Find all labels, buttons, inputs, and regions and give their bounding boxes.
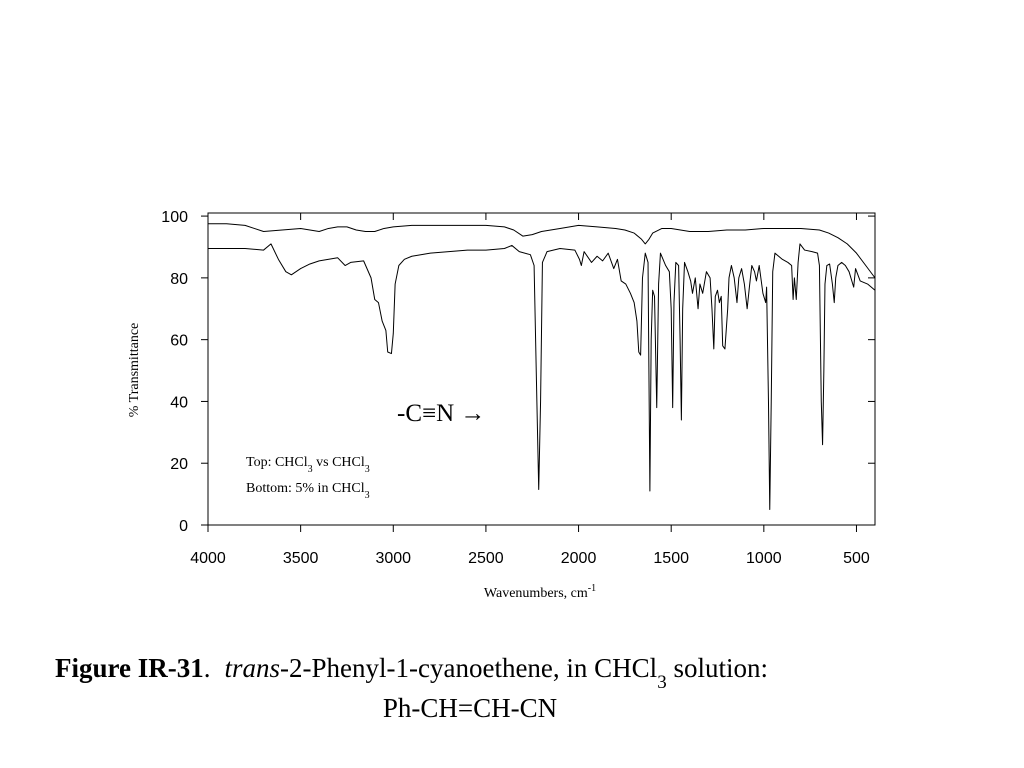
note-text: Bottom: 5% in CHCl [246, 481, 365, 496]
caption-sub: 3 [657, 672, 667, 693]
x-tick-label: 1500 [653, 550, 689, 567]
y-tick-label: 0 [179, 518, 188, 535]
y-tick-label: 80 [170, 271, 188, 288]
caption: Figure IR-31. trans-2-Phenyl-1-cyanoethen… [55, 653, 768, 693]
y-tick-label: 20 [170, 456, 188, 473]
caption-text: -2-Phenyl-1-cyanoethene, in CHCl [280, 653, 657, 683]
x-tick-label: 500 [843, 550, 870, 567]
x-axis-label-sup: -1 [588, 583, 596, 594]
y-tick-label: 60 [170, 333, 188, 350]
plot-frame [207, 212, 876, 526]
caption-text: . [204, 653, 211, 683]
x-tick-label: 3000 [375, 550, 411, 567]
x-tick-label: 3500 [283, 550, 319, 567]
x-axis-label: Wavenumbers, cm-1 [484, 583, 596, 601]
x-tick-label: 2500 [468, 550, 504, 567]
x-tick-label: 4000 [190, 550, 226, 567]
spectrum-line [208, 243, 876, 511]
note-text: Top: CHCl [246, 455, 308, 470]
x-tick-label: 1000 [746, 550, 782, 567]
note-sub: 3 [365, 464, 370, 475]
y-tick-label: 100 [161, 209, 188, 226]
caption-italic: trans [225, 653, 281, 683]
note: Top: CHCl3 vs CHCl3 [246, 455, 370, 475]
note-text: vs CHCl [313, 455, 365, 470]
caption-text: solution: [667, 653, 768, 683]
x-tick-label: 2000 [561, 550, 597, 567]
y-axis-label: % Transmittance [127, 323, 142, 418]
spectrum-line [208, 223, 876, 279]
y-tick-label: 40 [170, 394, 188, 411]
caption-label: Figure IR-31 [55, 653, 204, 683]
caption-line-2: Ph-CH=CH-CN [383, 693, 557, 723]
x-axis-label-text: Wavenumbers, cm [484, 586, 588, 601]
note-sub: 3 [365, 490, 370, 501]
annotation: -C≡N → [397, 400, 485, 427]
note-sub: 3 [308, 464, 313, 475]
note: Bottom: 5% in CHCl3 [246, 481, 370, 501]
